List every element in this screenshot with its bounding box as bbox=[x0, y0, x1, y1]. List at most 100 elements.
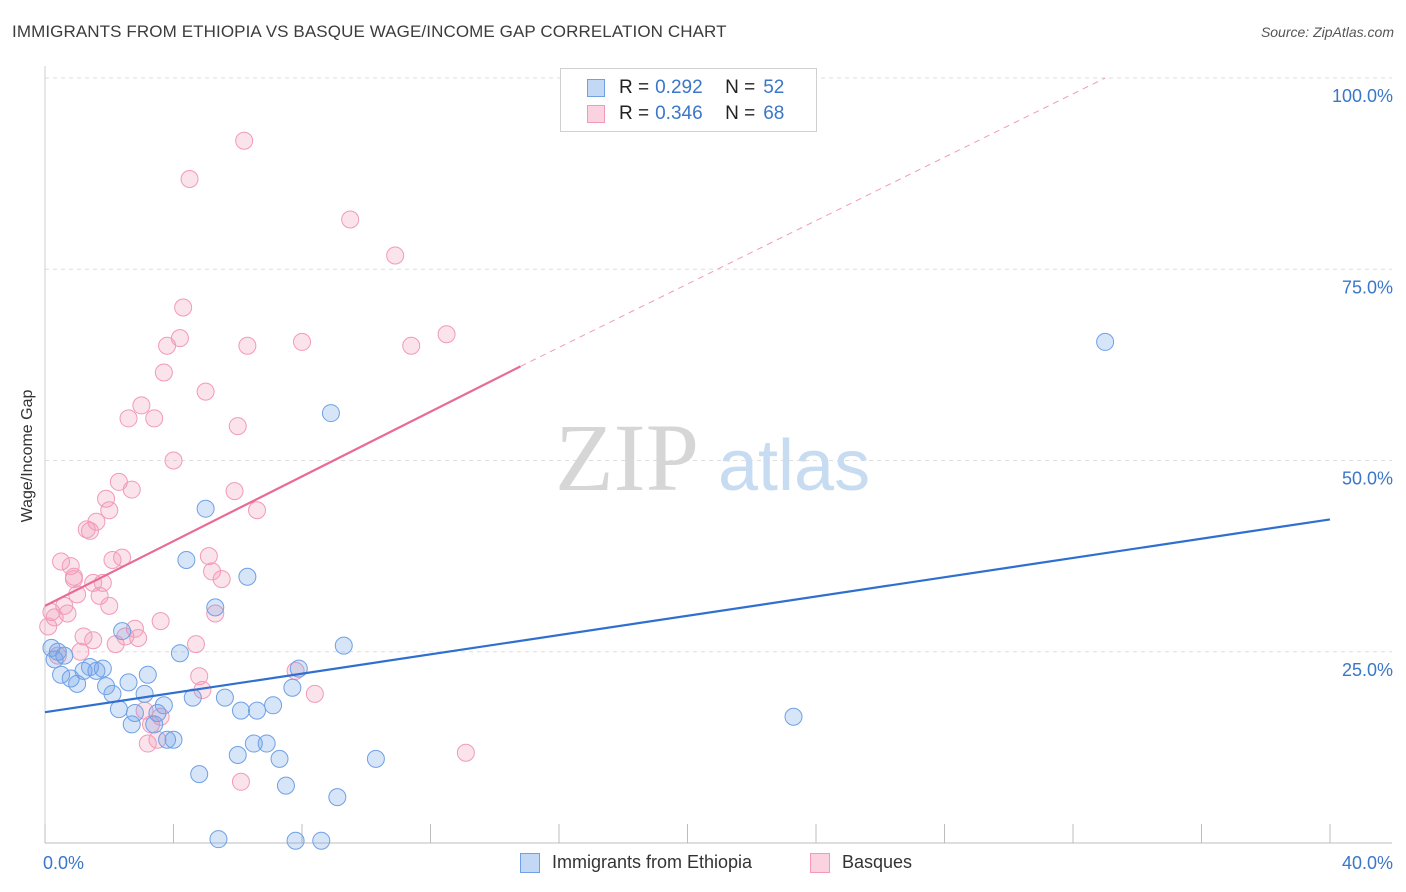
basques-point bbox=[52, 552, 71, 571]
bottom-legend-basques: Basques bbox=[810, 852, 912, 873]
legend-row-ethiopia: R = 0.292 N = 52 bbox=[587, 77, 784, 99]
ethiopia-point bbox=[170, 644, 189, 663]
basques-point bbox=[164, 451, 183, 470]
basques-points bbox=[39, 131, 475, 791]
legend-n-value: 52 bbox=[763, 77, 785, 98]
legend-r-value: 0.346 bbox=[655, 103, 703, 124]
ethiopia-point bbox=[248, 701, 267, 720]
ethiopia-point bbox=[321, 404, 340, 423]
ethiopia-point bbox=[177, 550, 196, 569]
basques-point bbox=[64, 567, 83, 586]
ethiopia-point bbox=[270, 749, 289, 768]
ethiopia-point bbox=[164, 730, 183, 749]
chart-title: IMMIGRANTS FROM ETHIOPIA VS BASQUE WAGE/… bbox=[12, 22, 727, 41]
ethiopia-point bbox=[286, 831, 305, 850]
ethiopia-point bbox=[55, 646, 74, 665]
ethiopia-point bbox=[196, 499, 215, 518]
ethiopia-point bbox=[158, 730, 177, 749]
watermark-atlas: atlas bbox=[718, 426, 870, 506]
legend-n-label: N = bbox=[725, 77, 756, 98]
ethiopia-point bbox=[97, 677, 116, 696]
basques-point bbox=[74, 627, 93, 646]
ethiopia-point bbox=[312, 831, 331, 850]
legend-n-value: 68 bbox=[763, 103, 785, 124]
ethiopia-point bbox=[103, 684, 122, 703]
grid-lines bbox=[45, 77, 1392, 653]
basques-point bbox=[97, 489, 116, 508]
basques-point bbox=[129, 628, 148, 647]
legend-r-label: R = bbox=[619, 103, 650, 124]
ethiopia-point bbox=[244, 734, 263, 753]
ethiopia-point bbox=[366, 749, 385, 768]
ethiopia-point bbox=[231, 701, 250, 720]
ethiopia-point bbox=[228, 746, 247, 765]
ethiopia-point bbox=[215, 688, 234, 707]
ethiopia-point bbox=[145, 715, 164, 734]
ethiopia-point bbox=[190, 765, 209, 784]
basques-point bbox=[190, 667, 209, 686]
basques-point bbox=[68, 585, 87, 604]
y-tick-label: 25.0% bbox=[1342, 660, 1393, 680]
basques-point bbox=[132, 396, 151, 415]
axes bbox=[44, 66, 1392, 844]
basques-point bbox=[196, 382, 215, 401]
ethiopia-point bbox=[334, 636, 353, 655]
basques-point bbox=[58, 604, 77, 623]
basques-point bbox=[84, 631, 103, 650]
legend-r-label: R = bbox=[619, 77, 650, 98]
ethiopia-point bbox=[93, 659, 112, 678]
basques-point bbox=[386, 246, 405, 265]
legend-n-label: N = bbox=[725, 103, 756, 124]
basques-point bbox=[116, 627, 135, 646]
basques-point bbox=[456, 743, 475, 762]
ethiopia-point bbox=[328, 788, 347, 807]
watermark-zip: ZIP bbox=[555, 404, 699, 511]
ethiopia-point bbox=[135, 684, 154, 703]
basques-point bbox=[77, 520, 96, 539]
y-tick-label: 100.0% bbox=[1332, 86, 1393, 106]
basques-point bbox=[119, 409, 138, 428]
basques-point bbox=[238, 336, 257, 355]
basques-point bbox=[231, 772, 250, 791]
legend-swatch-ethiopia bbox=[587, 79, 605, 97]
basques-point bbox=[122, 480, 141, 499]
ethiopia-point bbox=[264, 696, 283, 715]
basques-point bbox=[203, 562, 222, 581]
basques-point bbox=[151, 612, 170, 631]
basques-point bbox=[305, 684, 324, 703]
ethiopia-point bbox=[68, 674, 87, 693]
ethiopia-point bbox=[125, 703, 144, 722]
basques-point bbox=[225, 482, 244, 501]
ethiopia-point bbox=[148, 703, 167, 722]
watermark: ZIP atlas bbox=[555, 404, 870, 511]
ethiopia-point bbox=[154, 696, 173, 715]
basques-point bbox=[100, 501, 119, 520]
basques-point bbox=[341, 210, 360, 229]
ethiopia-point bbox=[1096, 332, 1115, 351]
y-tick-label: 75.0% bbox=[1342, 277, 1393, 297]
x-tick-label: 40.0% bbox=[1342, 853, 1393, 873]
bottom-legend-label-ethiopia: Immigrants from Ethiopia bbox=[552, 852, 753, 872]
ethiopia-trend-line bbox=[44, 518, 1331, 714]
basques-trend-extension bbox=[520, 77, 1106, 367]
bottom-legend-ethiopia: Immigrants from Ethiopia bbox=[520, 852, 752, 873]
basques-point bbox=[212, 570, 231, 589]
chart-source: Source: ZipAtlas.com bbox=[1260, 24, 1394, 40]
ethiopia-points bbox=[42, 332, 1115, 850]
basques-point bbox=[248, 501, 267, 520]
x-tick-label: 0.0% bbox=[43, 853, 84, 873]
ethiopia-point bbox=[113, 622, 132, 641]
basques-point bbox=[174, 298, 193, 317]
bottom-legend-swatch-ethiopia bbox=[520, 852, 540, 873]
ethiopia-point bbox=[238, 567, 257, 586]
ethiopia-point bbox=[283, 678, 302, 697]
basques-point bbox=[402, 336, 421, 355]
basques-point bbox=[199, 547, 218, 566]
ethiopia-point bbox=[138, 665, 157, 684]
ethiopia-point bbox=[119, 673, 138, 692]
legend-swatch-basques bbox=[587, 105, 605, 123]
basques-point bbox=[84, 573, 103, 592]
basques-point bbox=[148, 730, 167, 749]
bottom-legend-label-basques: Basques bbox=[842, 852, 913, 872]
